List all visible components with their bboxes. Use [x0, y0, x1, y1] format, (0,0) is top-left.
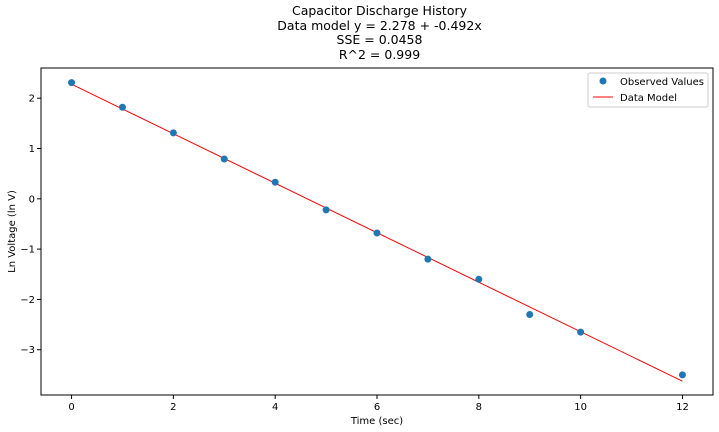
data-point: [678, 371, 686, 379]
x-axis-label: Time (sec): [350, 416, 403, 427]
data-point: [118, 103, 126, 111]
legend-label-observed: Observed Values: [620, 77, 704, 88]
y-tick-label: −1: [20, 245, 35, 256]
data-point: [68, 79, 76, 87]
x-tick-label: 8: [476, 402, 482, 413]
chart-title-line-1: Capacitor Discharge History: [291, 3, 468, 18]
data-point: [322, 206, 330, 214]
legend-box: [587, 72, 709, 108]
data-point: [271, 178, 279, 186]
x-tick-label: 12: [676, 402, 689, 413]
data-point: [169, 129, 177, 137]
plot-content: [68, 79, 686, 382]
y-axis-ticks: −3 −2 −1 0 1 2: [20, 94, 41, 356]
legend: Observed Values Data Model: [587, 72, 709, 108]
x-tick-label: 0: [68, 402, 74, 413]
legend-label-model: Data Model: [620, 93, 677, 104]
x-tick-label: 4: [272, 402, 278, 413]
data-point: [475, 275, 483, 283]
x-tick-label: 6: [374, 402, 380, 413]
data-point: [526, 311, 534, 319]
data-point: [373, 229, 381, 237]
y-axis-label: Ln Voltage (ln V): [7, 190, 18, 273]
y-tick-label: 1: [29, 144, 35, 155]
y-tick-label: −2: [20, 295, 35, 306]
legend-marker-observed: [599, 77, 607, 85]
chart-title: Capacitor Discharge History Data model y…: [0, 3, 719, 62]
y-tick-label: 2: [29, 94, 35, 105]
y-tick-label: 0: [29, 194, 35, 205]
chart-title-line-2: Data model y = 2.278 + -0.492x: [277, 17, 482, 33]
data-point: [220, 155, 228, 163]
x-tick-label: 10: [574, 402, 587, 413]
y-tick-label: −3: [20, 345, 35, 356]
chart-title-line-4: R^2 = 0.999: [338, 46, 421, 62]
chart-title-line-3: SSE = 0.0458: [336, 32, 423, 47]
x-axis-ticks: 0 2 4 6 8 10 12: [68, 395, 689, 413]
data-point: [424, 255, 432, 263]
x-tick-label: 2: [170, 402, 176, 413]
data-point: [577, 328, 585, 336]
